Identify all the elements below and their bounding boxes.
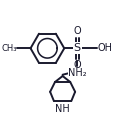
- Text: OH: OH: [97, 43, 112, 53]
- Text: NH: NH: [55, 104, 70, 114]
- Text: O: O: [73, 60, 81, 70]
- Text: O: O: [73, 26, 81, 36]
- Text: S: S: [74, 43, 81, 53]
- Text: CH₃: CH₃: [1, 44, 17, 53]
- Text: NH₂: NH₂: [68, 68, 87, 78]
